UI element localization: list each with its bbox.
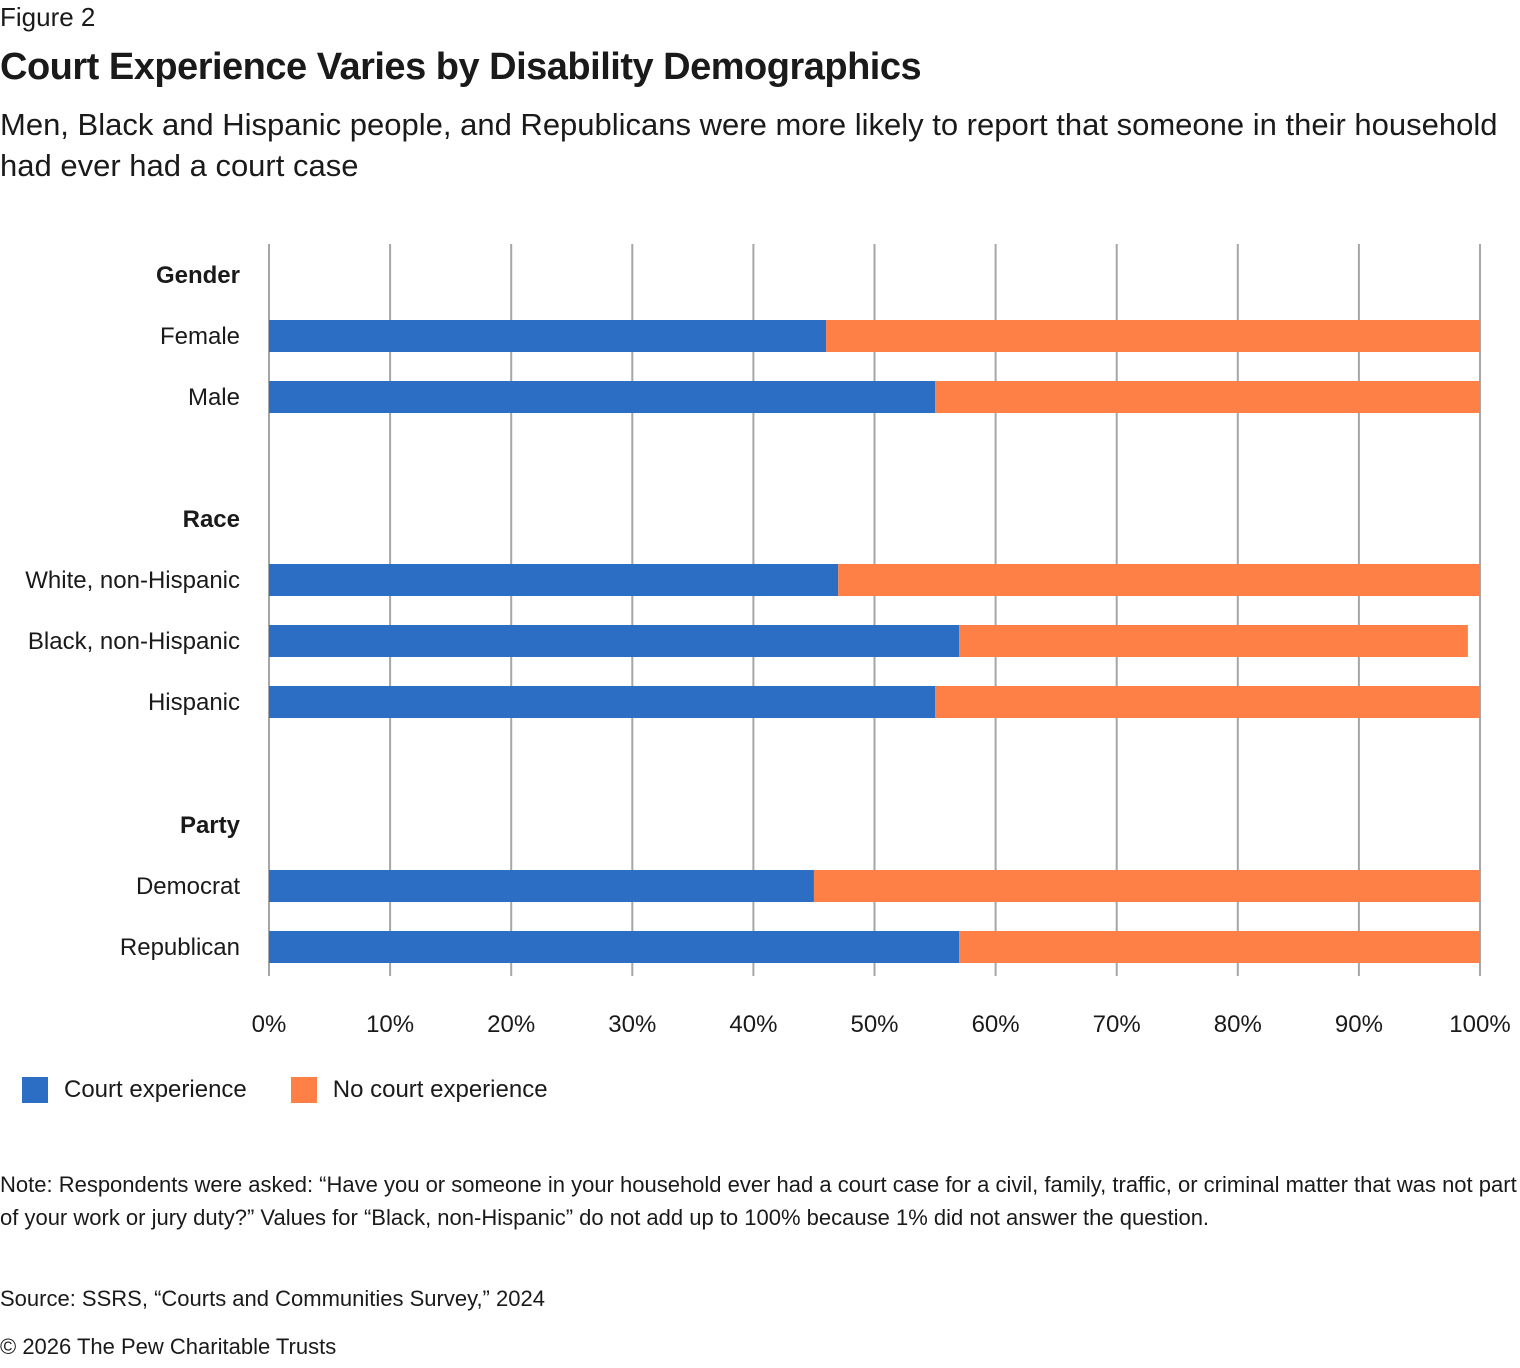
bar-court-experience <box>269 381 936 413</box>
bars <box>269 320 1480 963</box>
figure-label: Figure 2 <box>0 2 96 32</box>
bar-no-court-experience <box>826 320 1480 352</box>
x-tick-label: 60% <box>972 1011 1020 1038</box>
x-axis-ticks: 0% 10% 20% 30% 40% 50% 60% 70% 80% 90% 100% <box>252 1011 1511 1038</box>
x-tick-label: 90% <box>1335 1011 1383 1038</box>
bar-court-experience <box>269 625 960 657</box>
legend-label-no-court: No court experience <box>332 1076 548 1103</box>
bar-court-experience <box>269 564 839 596</box>
x-tick-label: 100% <box>1449 1011 1510 1038</box>
copyright-text: © 2026 The Pew Charitable Trusts <box>0 1334 337 1359</box>
chart-subtitle: Men, Black and Hispanic people, and Repu… <box>0 107 1498 183</box>
source-text: Source: SSRS, “Courts and Communities Su… <box>0 1286 545 1311</box>
bar-no-court-experience <box>959 625 1468 657</box>
category-label: Hispanic <box>148 689 240 716</box>
bar-no-court-experience <box>935 381 1480 413</box>
x-tick-label: 70% <box>1093 1011 1141 1038</box>
legend-item-no-court: No court experience <box>290 1076 548 1104</box>
category-label: Male <box>188 384 240 411</box>
group-label: Party <box>180 812 241 839</box>
x-tick-label: 50% <box>850 1011 898 1038</box>
group-label: Gender <box>156 262 240 289</box>
legend-item-court: Court experience <box>22 1076 247 1104</box>
legend-label-court: Court experience <box>64 1076 247 1103</box>
bar-no-court-experience <box>959 931 1480 963</box>
category-label: White, non-Hispanic <box>25 567 240 594</box>
legend-swatch-court <box>22 1077 48 1103</box>
group-label: Race <box>183 506 240 533</box>
x-tick-label: 20% <box>487 1011 535 1038</box>
category-label: Black, non-Hispanic <box>28 628 240 655</box>
bar-court-experience <box>269 686 936 718</box>
bar-court-experience <box>269 320 827 352</box>
category-label: Female <box>160 323 240 350</box>
x-tick-label: 10% <box>366 1011 414 1038</box>
x-tick-label: 40% <box>729 1011 777 1038</box>
x-tick-label: 30% <box>608 1011 656 1038</box>
legend: Court experience No court experience <box>22 1076 592 1104</box>
x-tick-label: 80% <box>1214 1011 1262 1038</box>
bar-court-experience <box>269 931 960 963</box>
note-text: Note: Respondents were asked: “Have you … <box>0 1172 1517 1230</box>
x-tick-label: 0% <box>252 1011 287 1038</box>
bar-no-court-experience <box>838 564 1480 596</box>
bar-no-court-experience <box>935 686 1480 718</box>
bar-court-experience <box>269 870 814 902</box>
legend-swatch-no-court <box>290 1077 317 1103</box>
stacked-bar-chart: Gender Female Male Race White, non-Hispanic B… <box>25 244 1511 1038</box>
category-label: Republican <box>120 934 240 961</box>
category-label: Democrat <box>136 873 240 900</box>
gridlines <box>268 244 1481 976</box>
category-labels: Gender Female Male Race White, non-Hispanic B… <box>25 262 240 961</box>
bar-no-court-experience <box>813 870 1480 902</box>
chart-title: Court Experience Varies by Disability De… <box>0 46 922 88</box>
